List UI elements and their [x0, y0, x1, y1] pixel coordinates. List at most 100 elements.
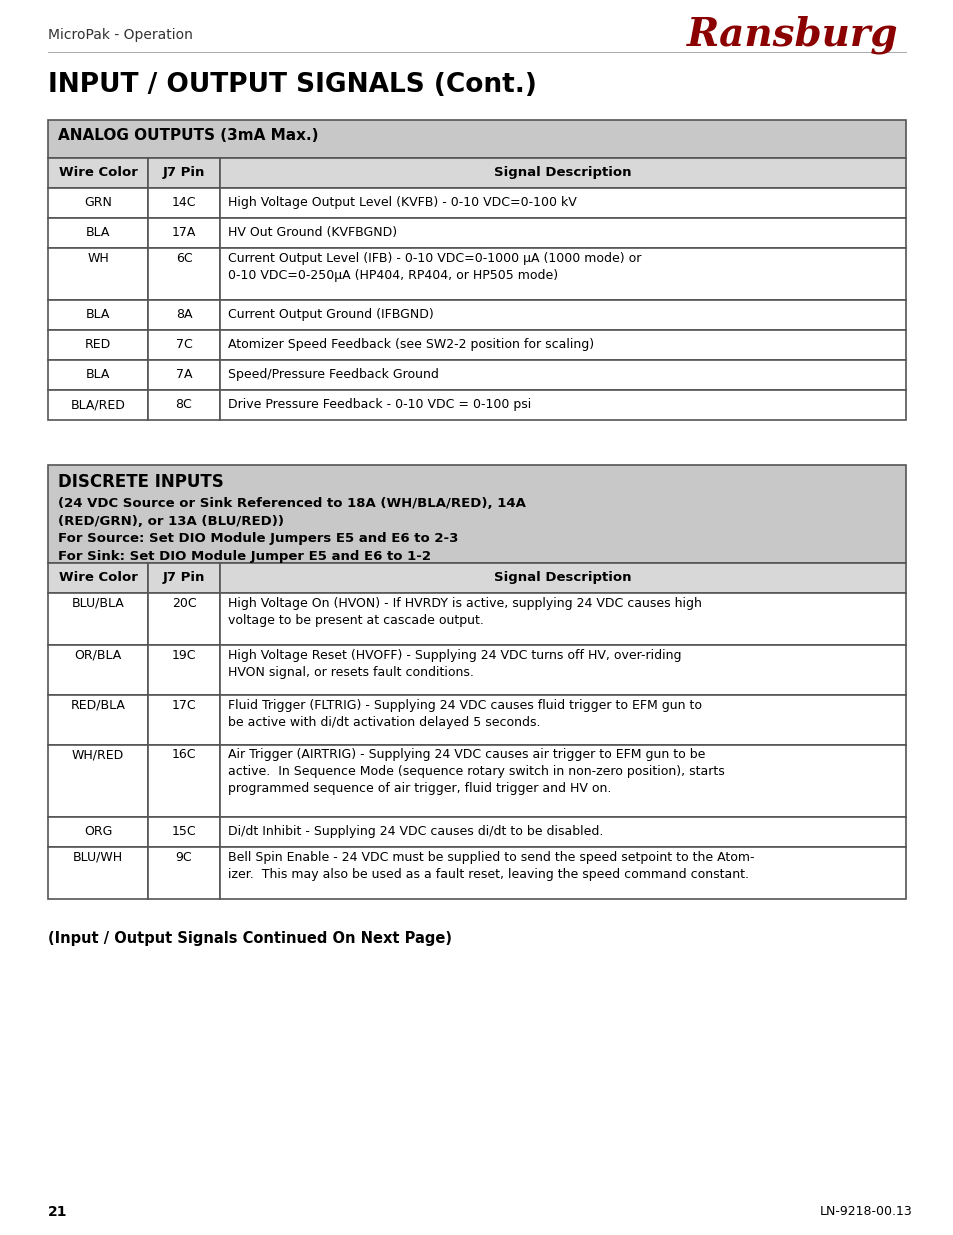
- Text: Drive Pressure Feedback - 0-10 VDC = 0-100 psi: Drive Pressure Feedback - 0-10 VDC = 0-1…: [228, 398, 531, 411]
- Text: Ransburg: Ransburg: [686, 16, 897, 54]
- Text: INPUT / OUTPUT SIGNALS (Cont.): INPUT / OUTPUT SIGNALS (Cont.): [48, 72, 537, 98]
- Text: Di/dt Inhibit - Supplying 24 VDC causes di/dt to be disabled.: Di/dt Inhibit - Supplying 24 VDC causes …: [228, 825, 602, 839]
- Bar: [220, 847, 905, 899]
- Text: J7 Pin: J7 Pin: [163, 571, 205, 584]
- Text: 7A: 7A: [175, 368, 193, 382]
- Bar: [220, 818, 905, 847]
- Text: BLA/RED: BLA/RED: [71, 398, 125, 411]
- Text: Current Output Level (IFB) - 0-10 VDC=0-1000 μA (1000 mode) or
0-10 VDC=0-250μA : Current Output Level (IFB) - 0-10 VDC=0-…: [228, 252, 640, 282]
- Bar: [220, 359, 905, 390]
- Text: 14C: 14C: [172, 196, 196, 209]
- Bar: [220, 390, 905, 420]
- Text: (24 VDC Source or Sink Referenced to 18A (WH/BLA/RED), 14A
(RED/GRN), or 13A (BL: (24 VDC Source or Sink Referenced to 18A…: [58, 496, 525, 529]
- Text: Signal Description: Signal Description: [494, 571, 631, 584]
- Text: BLA: BLA: [86, 368, 111, 382]
- Bar: [48, 695, 148, 745]
- Text: High Voltage Reset (HVOFF) - Supplying 24 VDC turns off HV, over-riding
HVON sig: High Voltage Reset (HVOFF) - Supplying 2…: [228, 650, 680, 679]
- Bar: [220, 745, 905, 818]
- Text: 19C: 19C: [172, 650, 196, 662]
- Text: 8A: 8A: [175, 308, 193, 321]
- Text: For Source: Set DIO Module Jumpers E5 and E6 to 2-3
For Sink: Set DIO Module Jum: For Source: Set DIO Module Jumpers E5 an…: [58, 532, 457, 563]
- Text: HV Out Ground (KVFBGND): HV Out Ground (KVFBGND): [228, 226, 396, 240]
- Bar: [220, 300, 905, 330]
- Text: 21: 21: [48, 1205, 68, 1219]
- Text: OR/BLA: OR/BLA: [74, 650, 121, 662]
- Text: Atomizer Speed Feedback (see SW2-2 position for scaling): Atomizer Speed Feedback (see SW2-2 posit…: [228, 338, 594, 351]
- Text: RED/BLA: RED/BLA: [71, 699, 125, 713]
- Bar: [220, 563, 905, 593]
- Bar: [220, 645, 905, 695]
- Text: J7 Pin: J7 Pin: [163, 165, 205, 179]
- Text: 20C: 20C: [172, 597, 196, 610]
- Bar: [148, 645, 220, 695]
- Text: Current Output Ground (IFBGND): Current Output Ground (IFBGND): [228, 308, 434, 321]
- Text: High Voltage On (HVON) - If HVRDY is active, supplying 24 VDC causes high
voltag: High Voltage On (HVON) - If HVRDY is act…: [228, 597, 701, 627]
- Text: WH: WH: [87, 252, 109, 266]
- Bar: [220, 593, 905, 645]
- Bar: [220, 330, 905, 359]
- Bar: [148, 390, 220, 420]
- Text: WH/RED: WH/RED: [71, 748, 124, 761]
- Bar: [220, 188, 905, 219]
- Text: BLU/WH: BLU/WH: [72, 851, 123, 864]
- Text: 9C: 9C: [175, 851, 193, 864]
- Text: GRN: GRN: [84, 196, 112, 209]
- Text: Wire Color: Wire Color: [58, 165, 137, 179]
- Text: 17A: 17A: [172, 226, 196, 240]
- Text: Air Trigger (AIRTRIG) - Supplying 24 VDC causes air trigger to EFM gun to be
act: Air Trigger (AIRTRIG) - Supplying 24 VDC…: [228, 748, 724, 795]
- Bar: [148, 695, 220, 745]
- Bar: [148, 330, 220, 359]
- Text: 16C: 16C: [172, 748, 196, 761]
- Bar: [220, 219, 905, 248]
- Text: 8C: 8C: [175, 398, 193, 411]
- Bar: [48, 593, 148, 645]
- Bar: [220, 158, 905, 188]
- Bar: [48, 466, 905, 563]
- Bar: [48, 330, 148, 359]
- Text: BLU/BLA: BLU/BLA: [71, 597, 124, 610]
- Text: Wire Color: Wire Color: [58, 571, 137, 584]
- Bar: [48, 818, 148, 847]
- Bar: [148, 300, 220, 330]
- Text: Signal Description: Signal Description: [494, 165, 631, 179]
- Text: DISCRETE INPUTS: DISCRETE INPUTS: [58, 473, 224, 492]
- Bar: [48, 645, 148, 695]
- Text: 6C: 6C: [175, 252, 193, 266]
- Bar: [48, 158, 148, 188]
- Bar: [48, 219, 148, 248]
- Bar: [148, 593, 220, 645]
- Bar: [148, 745, 220, 818]
- Bar: [148, 219, 220, 248]
- Bar: [48, 120, 905, 158]
- Bar: [48, 563, 148, 593]
- Bar: [148, 188, 220, 219]
- Bar: [148, 563, 220, 593]
- Text: BLA: BLA: [86, 226, 111, 240]
- Text: Speed/Pressure Feedback Ground: Speed/Pressure Feedback Ground: [228, 368, 438, 382]
- Bar: [220, 248, 905, 300]
- Text: (Input / Output Signals Continued On Next Page): (Input / Output Signals Continued On Nex…: [48, 931, 452, 946]
- Text: BLA: BLA: [86, 308, 111, 321]
- Text: ORG: ORG: [84, 825, 112, 839]
- Bar: [48, 359, 148, 390]
- Bar: [48, 300, 148, 330]
- Bar: [48, 745, 148, 818]
- Text: RED: RED: [85, 338, 111, 351]
- Bar: [148, 359, 220, 390]
- Text: ANALOG OUTPUTS (3mA Max.): ANALOG OUTPUTS (3mA Max.): [58, 128, 318, 143]
- Text: 7C: 7C: [175, 338, 193, 351]
- Bar: [148, 818, 220, 847]
- Bar: [48, 188, 148, 219]
- Text: High Voltage Output Level (KVFB) - 0-10 VDC=0-100 kV: High Voltage Output Level (KVFB) - 0-10 …: [228, 196, 577, 209]
- Bar: [48, 248, 148, 300]
- Bar: [48, 847, 148, 899]
- Bar: [220, 695, 905, 745]
- Text: Fluid Trigger (FLTRIG) - Supplying 24 VDC causes fluid trigger to EFM gun to
be : Fluid Trigger (FLTRIG) - Supplying 24 VD…: [228, 699, 701, 729]
- Text: LN-9218-00.13: LN-9218-00.13: [820, 1205, 912, 1218]
- Bar: [148, 158, 220, 188]
- Text: 15C: 15C: [172, 825, 196, 839]
- Text: Bell Spin Enable - 24 VDC must be supplied to send the speed setpoint to the Ato: Bell Spin Enable - 24 VDC must be suppli…: [228, 851, 754, 881]
- Text: MicroPak - Operation: MicroPak - Operation: [48, 28, 193, 42]
- Bar: [48, 390, 148, 420]
- Bar: [148, 248, 220, 300]
